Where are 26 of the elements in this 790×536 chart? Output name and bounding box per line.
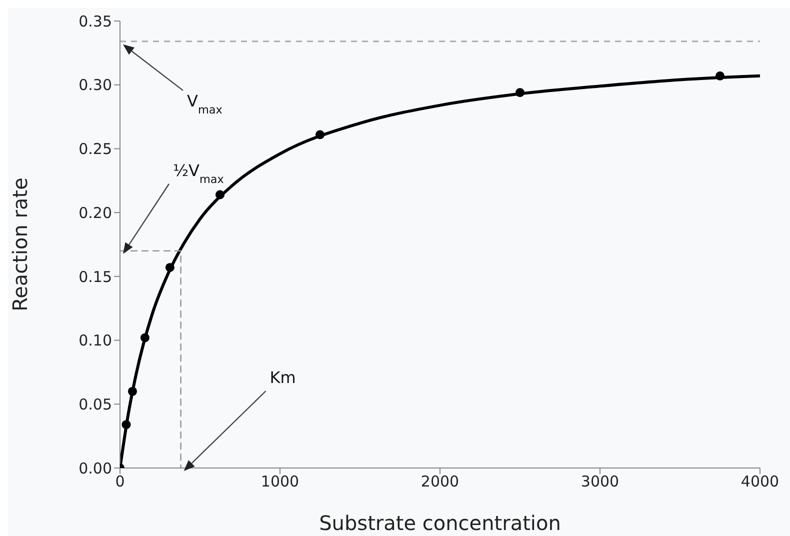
y-tick-label: 0.20 bbox=[78, 204, 112, 222]
point bbox=[215, 190, 225, 200]
y-tick-label: 0.10 bbox=[78, 332, 112, 350]
point bbox=[122, 420, 131, 430]
point bbox=[515, 88, 525, 98]
y-tick-label: 0.00 bbox=[78, 459, 112, 478]
x-tick-label: 3000 bbox=[580, 472, 620, 491]
y-tick-label: 0.05 bbox=[78, 395, 112, 414]
y-tick-label: 0.25 bbox=[78, 140, 112, 158]
point bbox=[315, 130, 325, 140]
annotation: V$_{max}$ bbox=[187, 91, 223, 116]
point bbox=[165, 262, 174, 272]
annotation: Km bbox=[270, 368, 296, 387]
x-axis-title: Substrate concentration bbox=[319, 511, 561, 535]
y-tick-label: 0.15 bbox=[78, 268, 112, 286]
x-tick-label: 2000 bbox=[420, 472, 460, 491]
point bbox=[128, 386, 137, 396]
y-axis-title: Reaction rate bbox=[8, 178, 32, 312]
x-tick-label: 1000 bbox=[260, 472, 300, 491]
x-tick-label: 4000 bbox=[740, 472, 780, 491]
x-tick-label: 0 bbox=[115, 472, 125, 491]
y-tick-label: 0.35 bbox=[78, 12, 112, 30]
annotation: ½V$_{max}$ bbox=[173, 160, 224, 186]
point bbox=[140, 333, 150, 342]
point bbox=[715, 71, 725, 80]
y-tick-label: 0.30 bbox=[78, 76, 112, 94]
